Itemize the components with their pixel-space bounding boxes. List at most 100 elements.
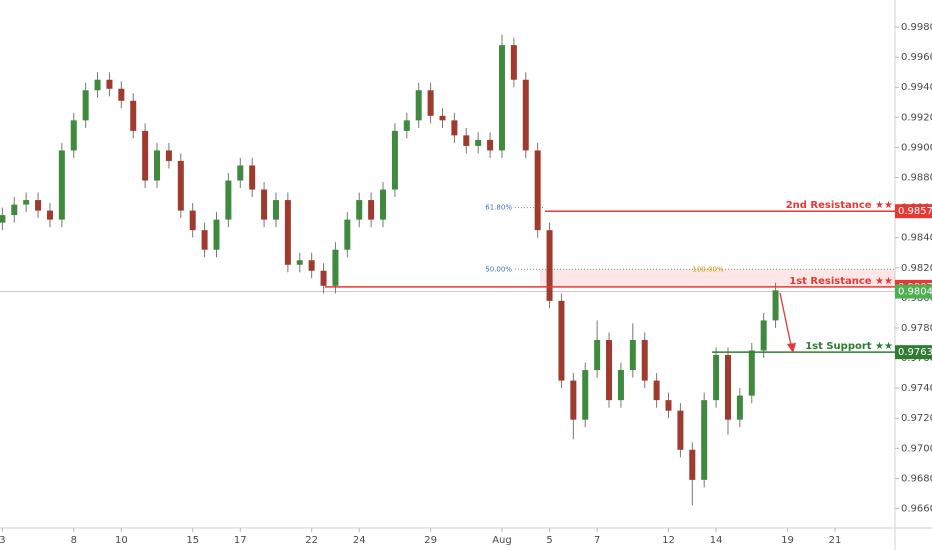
fib-label: 61.80% [485,204,512,212]
candle-body [463,135,470,146]
level-label: 1st Support ★★ [805,341,893,352]
x-tick-label: 8 [71,535,77,546]
candle-body [558,300,565,381]
candle-body [594,339,601,371]
x-tick-label: 21 [829,535,842,546]
candle-body [427,90,434,116]
x-tick-label: 29 [424,535,437,546]
candle-body [58,150,65,220]
candle-body [0,215,6,223]
fib-label: 50.00% [485,265,512,273]
candle-body [498,45,505,151]
y-tick-label: 0.98800 [901,173,932,184]
candle-body [130,100,137,131]
candle-body [82,90,89,121]
y-tick-label: 0.99400 [901,82,932,93]
candle-body [272,200,279,220]
x-tick-label: 19 [781,535,794,546]
candle-body [380,189,387,220]
y-tick-label: 0.98400 [901,233,932,244]
arrow [779,292,793,351]
candle-body [201,230,208,250]
candle-body [665,400,672,411]
candle-body [439,115,446,121]
x-tick-label: 7 [594,535,600,546]
y-tick-label: 0.96800 [901,473,932,484]
level-label: 2nd Resistance ★★ [786,200,893,211]
candle-body [142,130,149,181]
candle-body [736,395,743,420]
candle-body [415,90,422,121]
candle-body [332,249,339,286]
price-tag [895,204,932,219]
x-tick-label: 12 [662,535,675,546]
candle-body [677,410,684,450]
candle-body [510,45,517,80]
candle-body [475,139,482,146]
candle-body [403,120,410,131]
candle-body [582,370,589,420]
x-tick-label: 5 [546,535,552,546]
candle-body [23,200,30,205]
candle-body [118,88,125,101]
x-tick-label: 24 [353,535,366,546]
candle-body [772,290,779,321]
candle-body [165,150,172,161]
candle-body [606,339,613,401]
arrow-head [787,343,796,353]
candle-body [391,130,398,190]
candle-body [237,165,244,181]
candle-body [570,380,577,420]
candle-body [368,200,375,220]
candle-body [296,260,303,265]
candle-body [641,339,648,381]
price-tag-label: 0.98042 [898,287,932,298]
candle-body [546,230,553,301]
x-tick-label: Aug [492,535,512,546]
candle-body [213,219,220,250]
candle-body [522,79,529,151]
candle-body [284,200,291,265]
candle-body [487,139,494,151]
y-tick-label: 0.99000 [901,142,932,153]
x-tick-label: 22 [305,535,318,546]
y-tick-label: 0.99600 [901,52,932,63]
x-tick-label: 15 [186,535,199,546]
candle-body [35,200,42,211]
y-tick-label: 0.97400 [901,383,932,394]
fib-end-label: 100.00% [692,265,723,273]
candle-body [106,79,113,89]
candle-body [94,79,101,91]
y-tick-label: 0.98200 [901,263,932,274]
y-tick-label: 0.99800 [901,22,932,33]
x-tick-label: 3 [0,535,6,546]
candle-body [320,270,327,286]
candle-body [629,339,636,371]
fib-zone [540,269,895,287]
y-tick-label: 0.97200 [901,413,932,424]
candle-body [225,180,232,220]
y-tick-label: 0.97800 [901,323,932,334]
y-tick-label: 0.96600 [901,503,932,514]
candle-body [724,355,731,420]
candle-body [249,165,256,190]
y-tick-label: 0.99200 [901,112,932,123]
candle-body [308,260,315,271]
candle-body [70,120,77,151]
candle-body [356,200,363,220]
candle-body [451,120,458,136]
candle-body [189,210,196,231]
candle-body [701,400,708,480]
candle-body [713,355,720,401]
price-tag-label: 0.98576 [898,206,932,217]
candle-body [760,320,767,351]
candle-body [46,210,53,220]
x-tick-label: 10 [115,535,128,546]
x-tick-label: 14 [710,535,723,546]
candle-body [689,449,696,480]
candle-body [154,150,161,181]
level-label: 1st Resistance ★★ [789,276,893,287]
y-tick-label: 0.97000 [901,443,932,454]
candle-body [617,370,624,401]
